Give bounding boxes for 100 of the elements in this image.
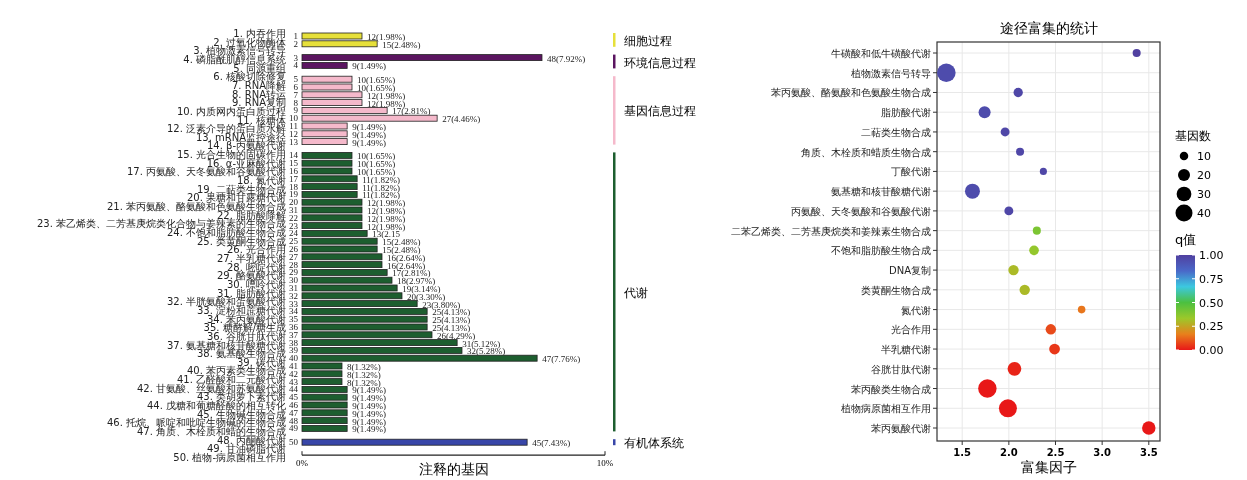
- y-tick-label: 15: [289, 158, 299, 169]
- y-tick-label: 14: [289, 150, 299, 161]
- data-label: 9(1.49%): [352, 122, 386, 132]
- y-tick-label: 42: [289, 368, 298, 379]
- data-label: 10(1.65%): [356, 75, 396, 86]
- color-bar-title: q值: [1175, 232, 1197, 247]
- y-tick-label: 4: [293, 60, 299, 71]
- y-tick-label: 43: [289, 376, 299, 387]
- y-tick-label: DNA复制: [888, 265, 931, 277]
- y-tick-label: 28: [289, 259, 299, 270]
- y-tick-label: 50: [289, 437, 299, 448]
- data-label: 45(7.43%): [532, 438, 571, 449]
- text: 有机体系统: [624, 436, 684, 451]
- legend-label: 40: [1197, 207, 1211, 220]
- y-tick-label: 6: [293, 82, 299, 92]
- x-tick-label: 0%: [296, 458, 309, 469]
- y-tick-label: 31: [289, 205, 298, 215]
- y-tick-label: 45: [289, 392, 299, 403]
- data-label: 47(7.76%): [542, 354, 581, 365]
- x-tick-label: 2.5: [1046, 447, 1065, 458]
- y-tick-label: 17: [289, 173, 299, 184]
- text: 代谢: [623, 285, 648, 300]
- y-tick-label: 13: [289, 136, 299, 147]
- y-tick-label: 25: [289, 236, 299, 247]
- y-tick-label: 9: [293, 105, 299, 116]
- color-bar-label: 0.50: [1199, 296, 1224, 310]
- y-tick-label: 24: [289, 228, 299, 239]
- y-tick-label: 20: [289, 197, 299, 208]
- y-tick-label: 角质、木栓质和蜡质生物合成: [801, 146, 931, 158]
- data-label: 9(1.49%): [352, 61, 386, 72]
- y-tick-label: 33: [289, 298, 299, 309]
- y-tick-label: 39: [289, 345, 299, 356]
- data-label: 10(1.65%): [356, 151, 396, 162]
- y-tick-label: 苯丙氨酸、酪氨酸和色氨酸生物合成: [771, 87, 931, 99]
- y-tick-label: 丙氨酸、天冬氨酸和谷氨酸代谢: [791, 205, 931, 217]
- data-label: 9(1.49%): [352, 401, 386, 411]
- y-tick-label: 47: [289, 407, 299, 418]
- y-tick-label: 苯丙酸类生物合成: [851, 383, 931, 395]
- y-tick-label: 31: [289, 283, 298, 293]
- y-tick-label: 44: [289, 384, 299, 395]
- y-tick-label: 8: [293, 97, 299, 108]
- y-tick-label: 46: [289, 400, 299, 410]
- x-tick-label: 3.0: [1093, 447, 1112, 458]
- y-tick-label: 40: [289, 353, 299, 364]
- y-tick-label: 氨基糖和核苷酸糖代谢: [831, 186, 931, 198]
- y-tick-label: 5: [293, 74, 299, 85]
- y-tick-label: 32: [289, 290, 298, 301]
- y-tick-label: 23: [289, 220, 299, 231]
- y-tick-label: 3: [293, 52, 299, 63]
- y-tick-label: 丁酸代谢: [891, 166, 931, 178]
- x-tick-label: 1.5: [953, 447, 972, 458]
- y-tick-label: 不饱和脂肪酸生物合成: [831, 245, 931, 257]
- y-tick-label: 19: [289, 189, 299, 200]
- data-label: 10(1.65%): [356, 167, 396, 177]
- y-tick-label: 氮代谢: [901, 304, 931, 316]
- color-bar-label: 1.00: [1199, 249, 1224, 262]
- y-tick-label: 30: [289, 275, 299, 286]
- x-tick-label: 10%: [596, 458, 614, 469]
- y-tick-label: 35: [289, 314, 299, 325]
- text: 50. 植物-病原菌相互作用: [173, 452, 286, 463]
- y-tick-label: 48: [289, 415, 299, 426]
- y-tick-label: 37: [289, 329, 299, 340]
- legend-label: 10: [1197, 150, 1211, 163]
- color-bar-label: 0.75: [1199, 272, 1224, 286]
- y-tick-label: 7: [293, 89, 299, 100]
- data-label: 10(1.65%): [356, 159, 396, 170]
- x-axis-title: 富集因子: [1020, 459, 1077, 475]
- text: 细胞过程: [624, 33, 672, 48]
- y-tick-label: 类黄酮生物合成: [861, 284, 931, 296]
- y-tick-label: 49: [289, 423, 299, 434]
- y-tick-label: 脂肪酸代谢: [881, 107, 931, 119]
- y-tick-label: 半乳糖代谢: [881, 344, 931, 356]
- data-label: 12(1.98%): [366, 198, 406, 209]
- y-tick-label: 41: [289, 361, 298, 371]
- data-label: 48(7.92%): [546, 53, 586, 64]
- y-tick-label: 18: [289, 181, 299, 192]
- y-tick-label: 16: [289, 166, 299, 176]
- y-tick-label: 36: [289, 322, 299, 332]
- legend-label: 20: [1197, 169, 1211, 182]
- data-label: 9(1.49%): [352, 393, 386, 404]
- y-tick-label: 26: [289, 244, 299, 254]
- y-tick-label: 29: [289, 267, 299, 278]
- y-tick-label: 植物激素信号转导: [851, 67, 931, 79]
- color-bar-label: 0.25: [1199, 320, 1224, 334]
- y-tick-label: 38: [289, 337, 299, 348]
- x-tick-label: 3.5: [1139, 447, 1158, 458]
- data-label: 27(4.46%): [442, 114, 481, 125]
- y-tick-label: 12: [289, 128, 298, 139]
- y-tick-label: 二苯乙烯类、二芳基庚烷类和姜辣素生物合成: [731, 225, 931, 237]
- y-tick-label: 11: [289, 121, 298, 131]
- y-tick-label: 苯丙氨酸代谢: [871, 423, 931, 434]
- color-bar-label: 0.00: [1199, 344, 1224, 357]
- y-tick-label: 二萜类生物合成: [861, 126, 931, 138]
- y-tick-label: 光合作用: [891, 324, 931, 336]
- y-tick-label: 22: [289, 212, 298, 223]
- y-tick-label: 谷胱甘肽代谢: [871, 363, 931, 375]
- text: 基因信息过程: [624, 104, 696, 119]
- data-label: 15(2.48%): [382, 237, 421, 248]
- data-label: 12(1.98%): [366, 32, 406, 42]
- x-axis-title: 注释的基因: [418, 461, 489, 477]
